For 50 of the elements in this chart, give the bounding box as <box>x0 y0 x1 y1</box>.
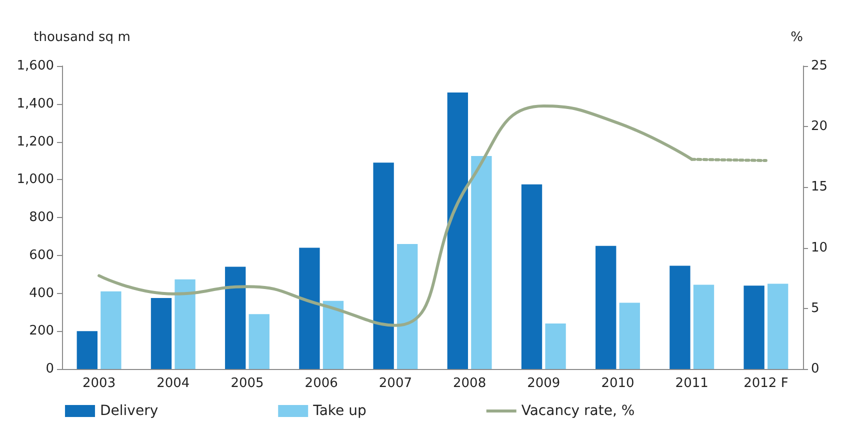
y2-axis-title: % <box>790 30 803 45</box>
x-tick-label: 2006 <box>304 376 338 391</box>
x-tick-label: 2012 F <box>744 376 788 391</box>
bar <box>174 279 196 369</box>
x-tick-label: 2010 <box>601 376 634 391</box>
bar <box>150 298 172 369</box>
bar <box>299 248 320 369</box>
y2-tick-label: 0 <box>811 362 820 376</box>
bar <box>471 156 492 369</box>
y-tick-label: 600 <box>29 248 54 263</box>
bar <box>545 324 566 369</box>
x-tick-label: 2011 <box>675 376 708 391</box>
y-tick-label: 800 <box>29 210 54 225</box>
bar <box>670 266 690 369</box>
y2-tick-label: 10 <box>811 240 828 256</box>
bar <box>248 314 270 369</box>
x-tick-label: 2003 <box>82 376 116 391</box>
y2-tick-label: 25 <box>811 58 828 74</box>
y2-tick-label: 15 <box>811 180 828 195</box>
y-tick-label: 1,000 <box>16 172 54 188</box>
y-tick-label: 200 <box>29 324 54 339</box>
y-tick-label: 0 <box>46 362 54 376</box>
x-tick-label: 2008 <box>453 376 486 391</box>
bar <box>521 184 542 369</box>
y2-tick-label: 20 <box>811 119 828 134</box>
y-axis-title: thousand sq m <box>34 30 130 45</box>
bar <box>447 92 468 369</box>
x-tick-label: 2009 <box>527 376 560 391</box>
bar <box>397 244 418 369</box>
bar <box>619 302 640 369</box>
legend-label: Vacancy rate, % <box>521 403 635 419</box>
x-tick-label: 2007 <box>378 376 412 391</box>
bar <box>373 162 394 369</box>
bar <box>693 284 714 369</box>
bar <box>744 286 764 369</box>
bar <box>596 246 616 369</box>
bar <box>225 266 246 369</box>
y-tick-label: 1,400 <box>16 96 54 112</box>
x-tick-label: 2005 <box>230 376 264 391</box>
x-tick-label: 2004 <box>156 376 190 391</box>
bar <box>768 284 788 369</box>
y-tick-label: 400 <box>29 286 54 301</box>
y2-tick-label: 5 <box>811 300 820 316</box>
y-tick-label: 1,200 <box>16 134 54 150</box>
y-tick-label: 1,600 <box>16 58 54 74</box>
legend-label: Take up <box>312 403 366 419</box>
bar <box>76 331 98 369</box>
bar <box>322 300 344 369</box>
legend-label: Delivery <box>100 403 158 419</box>
bar <box>100 291 122 369</box>
